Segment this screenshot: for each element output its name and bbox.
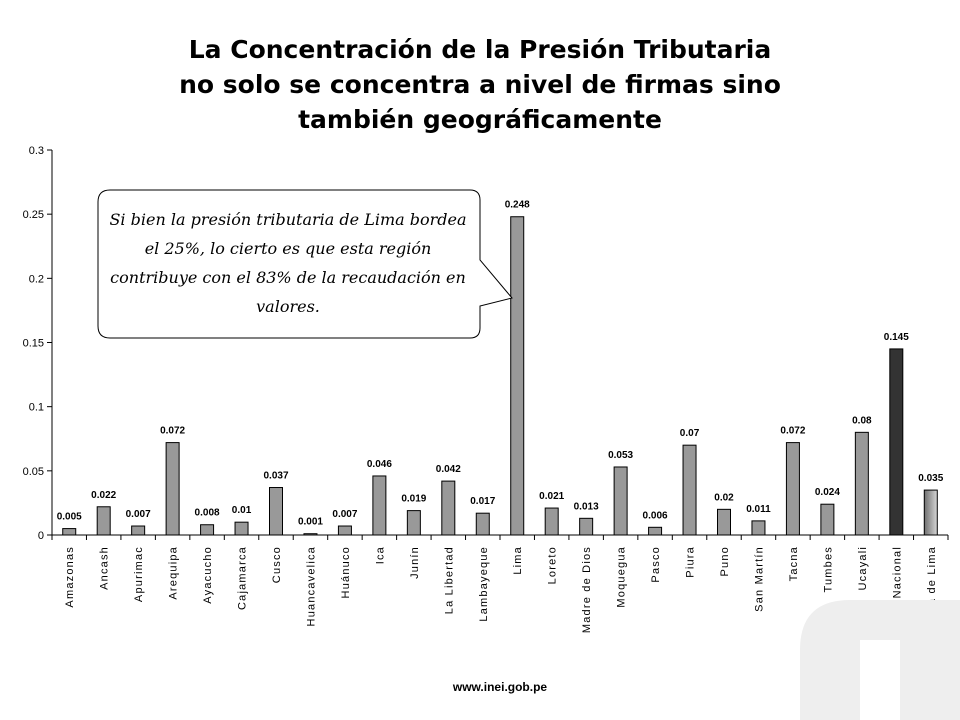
- category-label: Cusco: [271, 546, 283, 583]
- category-label: Ica: [374, 546, 386, 564]
- callout-line-2: el 25%, lo cierto es que esta región: [144, 239, 432, 258]
- callout-line-1: Si bien la presión tributaria de Lima bo…: [109, 210, 467, 229]
- title-line-2: no solo se concentra a nivel de firmas s…: [179, 70, 781, 99]
- category-label: Ayacucho: [202, 546, 214, 604]
- data-label: 0.024: [815, 487, 840, 498]
- bar: [751, 520, 766, 536]
- title-line-1: La Concentración de la Presión Tributari…: [188, 35, 772, 64]
- category-label: Madre de Dios: [581, 546, 593, 633]
- callout-text: Si bien la presión tributaria de Lima bo…: [108, 205, 468, 321]
- bar: [544, 507, 559, 536]
- bar: [234, 521, 249, 536]
- category-label: Ancash: [99, 546, 111, 590]
- data-label: 0.005: [57, 512, 82, 523]
- category-label: Moquegua: [616, 546, 628, 608]
- watermark-graphic: [800, 600, 960, 720]
- category-label: Amazonas: [64, 546, 76, 608]
- bar: [96, 506, 111, 536]
- category-label: Apurimac: [133, 546, 145, 602]
- bar: [62, 528, 77, 536]
- category-label: Puno: [719, 546, 731, 577]
- category-label: Tumbes: [822, 546, 834, 593]
- category-label: Junín: [409, 546, 421, 579]
- data-label: 0.072: [780, 426, 805, 437]
- data-label: 0.008: [195, 508, 220, 519]
- data-label: 0.006: [643, 510, 668, 521]
- data-label: 0.08: [852, 415, 872, 426]
- category-label: La Libertad: [443, 546, 455, 614]
- y-tick-label: 0.1: [29, 402, 44, 414]
- y-tick-label: 0.15: [23, 338, 44, 350]
- bars-group: 0.005 0.022 0.007 0.072 0.008 0.01 0.037 0.001 0…: [57, 200, 944, 536]
- callout-line-3: contribuye con el 83% de la recaudación …: [110, 268, 466, 287]
- bar: [717, 508, 731, 536]
- y-tick-label: 0.3: [29, 145, 44, 157]
- bar: [475, 512, 490, 536]
- category-label: Arequipa: [168, 546, 180, 600]
- bar: [510, 216, 525, 536]
- bar: [648, 526, 663, 536]
- bar: [269, 487, 283, 536]
- bar: [165, 442, 180, 536]
- category-label: Ucayali: [857, 546, 869, 590]
- bar: [854, 431, 869, 536]
- bar: [200, 524, 215, 536]
- bar: [406, 510, 421, 536]
- bar: [441, 480, 456, 536]
- data-label: 0.007: [126, 509, 151, 520]
- data-label: 0.145: [884, 332, 909, 343]
- data-label: 0.021: [539, 491, 564, 502]
- bar: [682, 444, 697, 536]
- data-label: 0.07: [680, 428, 700, 439]
- data-label: 0.046: [367, 459, 392, 470]
- bar: [131, 525, 146, 536]
- category-label: San Martín: [753, 546, 765, 612]
- category-label: Cajamarca: [237, 546, 249, 610]
- data-label: 0.042: [436, 464, 461, 475]
- data-label: 0.035: [918, 473, 943, 484]
- y-tick-label: 0.05: [23, 466, 44, 478]
- category-label: Huancavelica: [305, 546, 317, 626]
- data-label: 0.053: [608, 450, 633, 461]
- data-label: 0.013: [574, 501, 599, 512]
- y-tick-label: 0: [38, 530, 44, 542]
- category-label: Pasco: [650, 546, 662, 583]
- data-label: 0.007: [332, 509, 357, 520]
- bar: [923, 489, 938, 536]
- bar: [579, 517, 594, 536]
- bar: [889, 348, 904, 536]
- bar: [785, 442, 800, 536]
- data-label: 0.022: [91, 490, 116, 501]
- data-label: 0.019: [401, 494, 426, 505]
- category-label: Huánuco: [340, 546, 352, 598]
- category-label: Tacna: [788, 546, 800, 581]
- data-label: 0.037: [263, 471, 288, 482]
- data-label: 0.017: [470, 496, 495, 507]
- bar: [372, 475, 387, 536]
- data-label: 0.072: [160, 426, 185, 437]
- y-tick-label: 0.2: [29, 273, 44, 285]
- data-label: 0.011: [746, 504, 771, 515]
- y-tick-label: 0.25: [23, 209, 44, 221]
- category-label: Loreto: [547, 546, 559, 584]
- title-line-3: también geográficamente: [298, 105, 662, 134]
- category-label: Piura: [685, 546, 697, 578]
- bar: [613, 466, 628, 536]
- bar: [337, 525, 352, 536]
- data-label: 0.001: [298, 517, 323, 528]
- category-label: Lima: [512, 546, 524, 575]
- bar: [820, 503, 835, 536]
- data-label: 0.02: [714, 492, 734, 503]
- source-url: www.inei.gob.pe: [452, 680, 548, 694]
- slide-title: La Concentración de la Presión Tributari…: [60, 32, 900, 137]
- category-label: Lambayeque: [478, 546, 490, 622]
- callout-line-4: valores.: [256, 297, 320, 316]
- callout-bubble: [97, 189, 513, 339]
- data-label: 0.01: [232, 505, 252, 516]
- data-label: 0.248: [505, 200, 530, 211]
